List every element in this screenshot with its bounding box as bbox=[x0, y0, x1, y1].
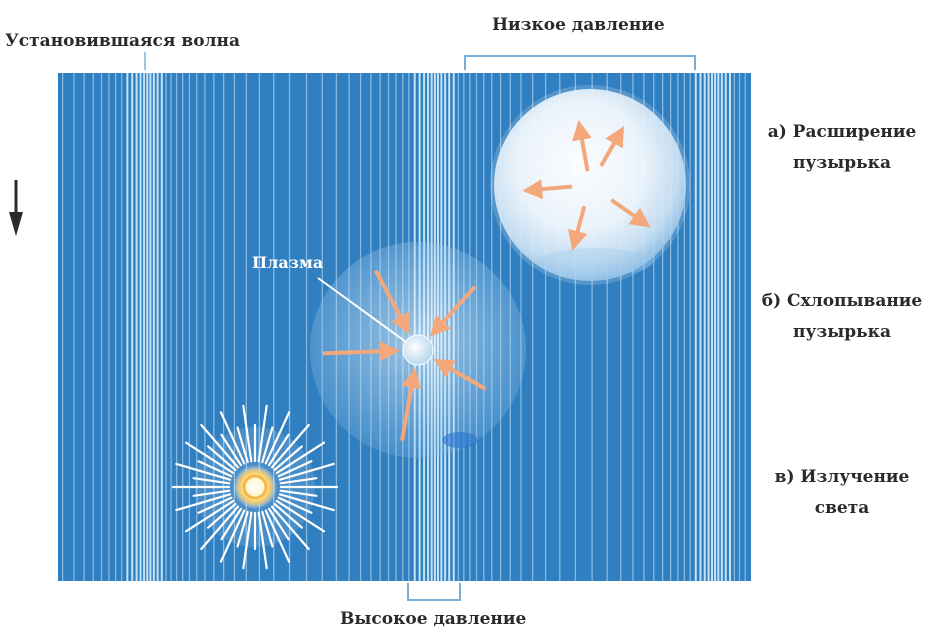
stage-b-label: б) Схлопывание пузырька bbox=[752, 290, 932, 343]
stage-c-line1: в) Излучение bbox=[774, 467, 910, 487]
stage-c-label: в) Излучение света bbox=[752, 466, 932, 519]
inward-arrow-icon bbox=[322, 269, 487, 441]
down-arrow-icon bbox=[9, 180, 23, 236]
high-pressure-bracket bbox=[407, 583, 461, 601]
expanding-bubble bbox=[490, 85, 690, 285]
plasma-pointer-line bbox=[317, 277, 407, 343]
stage-a-line1: а) Расширение bbox=[767, 122, 917, 142]
plasma-core bbox=[402, 334, 434, 366]
outward-arrow-icon bbox=[522, 120, 651, 251]
low-pressure-bracket bbox=[464, 55, 696, 70]
standing-wave-label: Установившаяся волна bbox=[5, 31, 240, 51]
stage-b-line2: пузырька bbox=[793, 322, 891, 342]
stage-a-line2: пузырька bbox=[793, 153, 891, 173]
low-pressure-label: Низкое давление bbox=[492, 15, 665, 35]
plasma-label: Плазма bbox=[252, 253, 324, 272]
light-core bbox=[233, 465, 277, 509]
stage-b-line1: б) Схлопывание bbox=[761, 291, 923, 311]
stage-c-line2: света bbox=[814, 498, 870, 518]
high-pressure-label: Высокое давление bbox=[340, 609, 527, 629]
stage-a-label: а) Расширение пузырька bbox=[752, 121, 932, 174]
